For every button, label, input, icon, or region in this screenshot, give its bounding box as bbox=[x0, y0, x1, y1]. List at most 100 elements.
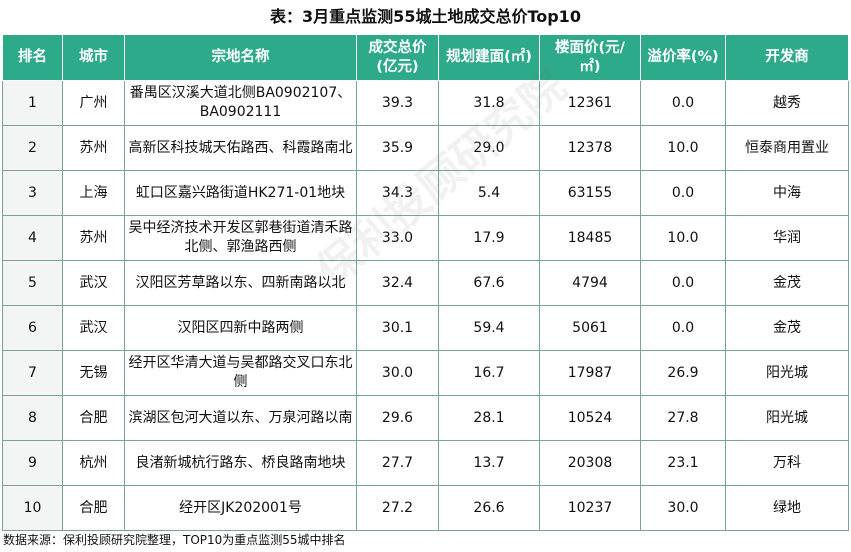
table-row: 4 苏州 吴中经济技术开发区郭巷街道清禾路北侧、郭渔路西侧 33.0 17.9 … bbox=[2, 215, 849, 261]
cell-area: 67.6 bbox=[438, 260, 540, 306]
source-note: 数据来源：保利投顾研究院整理，TOP10为重点监测55城中排名 bbox=[3, 533, 346, 547]
cell-parcel: 经开区JK202001号 bbox=[124, 485, 357, 531]
cell-premium: 0.0 bbox=[640, 305, 726, 351]
cell-floor-price: 4794 bbox=[539, 260, 641, 306]
header-floor-price-line1: 楼面价(元/ bbox=[555, 39, 625, 56]
table-title: 表：3月重点监测55城土地成交总价Top10 bbox=[270, 7, 581, 26]
cell-floor-price: 12378 bbox=[539, 125, 641, 171]
cell-premium: 10.0 bbox=[640, 125, 726, 171]
cell-developer: 金茂 bbox=[725, 260, 849, 306]
cell-rank: 7 bbox=[2, 350, 63, 396]
cell-premium: 0.0 bbox=[640, 260, 726, 306]
cell-city: 武汉 bbox=[62, 305, 125, 351]
cell-premium: 26.9 bbox=[640, 350, 726, 396]
cell-total: 27.2 bbox=[356, 485, 439, 531]
cell-developer: 越秀 bbox=[725, 80, 849, 126]
cell-rank: 5 bbox=[2, 260, 63, 306]
cell-total: 30.0 bbox=[356, 350, 439, 396]
cell-area: 59.4 bbox=[438, 305, 540, 351]
cell-parcel: 经开区华清大道与吴都路交叉口东北侧 bbox=[124, 350, 357, 396]
cell-city: 杭州 bbox=[62, 440, 125, 486]
header-city: 城市 bbox=[62, 34, 125, 81]
cell-developer: 绿地 bbox=[725, 485, 849, 531]
cell-parcel: 滨湖区包河大道以东、万泉河路以南 bbox=[124, 395, 357, 441]
cell-floor-price: 63155 bbox=[539, 170, 641, 216]
cell-floor-price: 18485 bbox=[539, 215, 641, 261]
cell-developer: 金茂 bbox=[725, 305, 849, 351]
header-row: 排名 城市 宗地名称 成交总价 (亿元) 规划建面(㎡) 楼面价(元/ ㎡) 溢价率… bbox=[2, 34, 849, 81]
cell-premium: 0.0 bbox=[640, 170, 726, 216]
cell-parcel: 高新区科技城天佑路西、科霞路南北 bbox=[124, 125, 357, 171]
header-premium: 溢价率(%) bbox=[640, 34, 726, 81]
cell-rank: 8 bbox=[2, 395, 63, 441]
table-row: 2 苏州 高新区科技城天佑路西、科霞路南北 35.9 29.0 12378 10… bbox=[2, 125, 849, 171]
table-row: 7 无锡 经开区华清大道与吴都路交叉口东北侧 30.0 16.7 17987 2… bbox=[2, 350, 849, 396]
cell-developer: 万科 bbox=[725, 440, 849, 486]
header-floor-price: 楼面价(元/ ㎡) bbox=[539, 34, 641, 81]
cell-total: 33.0 bbox=[356, 215, 439, 261]
header-parcel: 宗地名称 bbox=[124, 34, 357, 81]
table-row: 10 合肥 经开区JK202001号 27.2 26.6 10237 30.0 … bbox=[2, 485, 849, 531]
cell-floor-price: 20308 bbox=[539, 440, 641, 486]
cell-developer: 中海 bbox=[725, 170, 849, 216]
cell-city: 苏州 bbox=[62, 215, 125, 261]
cell-developer: 阳光城 bbox=[725, 350, 849, 396]
cell-total: 35.9 bbox=[356, 125, 439, 171]
header-total-price: 成交总价 (亿元) bbox=[356, 34, 439, 81]
cell-area: 17.9 bbox=[438, 215, 540, 261]
header-developer: 开发商 bbox=[725, 34, 849, 81]
cell-city: 武汉 bbox=[62, 260, 125, 306]
cell-floor-price: 5061 bbox=[539, 305, 641, 351]
cell-parcel: 汉阳区四新中路两侧 bbox=[124, 305, 357, 351]
cell-city: 合肥 bbox=[62, 395, 125, 441]
cell-premium: 10.0 bbox=[640, 215, 726, 261]
cell-developer: 华润 bbox=[725, 215, 849, 261]
cell-rank: 6 bbox=[2, 305, 63, 351]
table-row: 6 武汉 汉阳区四新中路两侧 30.1 59.4 5061 0.0 金茂 bbox=[2, 305, 849, 351]
cell-rank: 1 bbox=[2, 80, 63, 126]
header-rank: 排名 bbox=[2, 34, 63, 81]
cell-area: 5.4 bbox=[438, 170, 540, 216]
cell-floor-price: 10237 bbox=[539, 485, 641, 531]
cell-rank: 2 bbox=[2, 125, 63, 171]
cell-city: 合肥 bbox=[62, 485, 125, 531]
cell-developer: 恒泰商用置业 bbox=[725, 125, 849, 171]
header-total-line2: (亿元) bbox=[376, 58, 419, 75]
cell-total: 29.6 bbox=[356, 395, 439, 441]
cell-area: 13.7 bbox=[438, 440, 540, 486]
cell-total: 27.7 bbox=[356, 440, 439, 486]
table-row: 9 杭州 良渚新城杭行路东、桥良路南地块 27.7 13.7 20308 23.… bbox=[2, 440, 849, 486]
cell-rank: 3 bbox=[2, 170, 63, 216]
table-row: 1 广州 番禺区汉溪大道北侧BA0902107、BA0902111 39.3 3… bbox=[2, 80, 849, 126]
cell-parcel: 汉阳区芳草路以东、四新南路以北 bbox=[124, 260, 357, 306]
cell-premium: 27.8 bbox=[640, 395, 726, 441]
cell-city: 苏州 bbox=[62, 125, 125, 171]
table-row: 3 上海 虹口区嘉兴路街道HK271-01地块 34.3 5.4 63155 0… bbox=[2, 170, 849, 216]
cell-developer: 阳光城 bbox=[725, 395, 849, 441]
cell-rank: 10 bbox=[2, 485, 63, 531]
cell-parcel: 番禺区汉溪大道北侧BA0902107、BA0902111 bbox=[124, 80, 357, 126]
land-transactions-table: 排名 城市 宗地名称 成交总价 (亿元) 规划建面(㎡) 楼面价(元/ ㎡) 溢价率… bbox=[2, 34, 849, 531]
cell-total: 39.3 bbox=[356, 80, 439, 126]
table-row: 5 武汉 汉阳区芳草路以东、四新南路以北 32.4 67.6 4794 0.0 … bbox=[2, 260, 849, 306]
cell-city: 广州 bbox=[62, 80, 125, 126]
header-area: 规划建面(㎡) bbox=[438, 34, 540, 81]
cell-total: 34.3 bbox=[356, 170, 439, 216]
cell-city: 上海 bbox=[62, 170, 125, 216]
cell-floor-price: 12361 bbox=[539, 80, 641, 126]
cell-rank: 9 bbox=[2, 440, 63, 486]
cell-area: 16.7 bbox=[438, 350, 540, 396]
cell-rank: 4 bbox=[2, 215, 63, 261]
cell-area: 31.8 bbox=[438, 80, 540, 126]
cell-premium: 30.0 bbox=[640, 485, 726, 531]
cell-parcel: 虹口区嘉兴路街道HK271-01地块 bbox=[124, 170, 357, 216]
cell-parcel: 良渚新城杭行路东、桥良路南地块 bbox=[124, 440, 357, 486]
table-row: 8 合肥 滨湖区包河大道以东、万泉河路以南 29.6 28.1 10524 27… bbox=[2, 395, 849, 441]
cell-area: 29.0 bbox=[438, 125, 540, 171]
cell-total: 30.1 bbox=[356, 305, 439, 351]
header-total-line1: 成交总价 bbox=[368, 39, 427, 56]
cell-premium: 0.0 bbox=[640, 80, 726, 126]
cell-floor-price: 10524 bbox=[539, 395, 641, 441]
cell-total: 32.4 bbox=[356, 260, 439, 306]
cell-premium: 23.1 bbox=[640, 440, 726, 486]
